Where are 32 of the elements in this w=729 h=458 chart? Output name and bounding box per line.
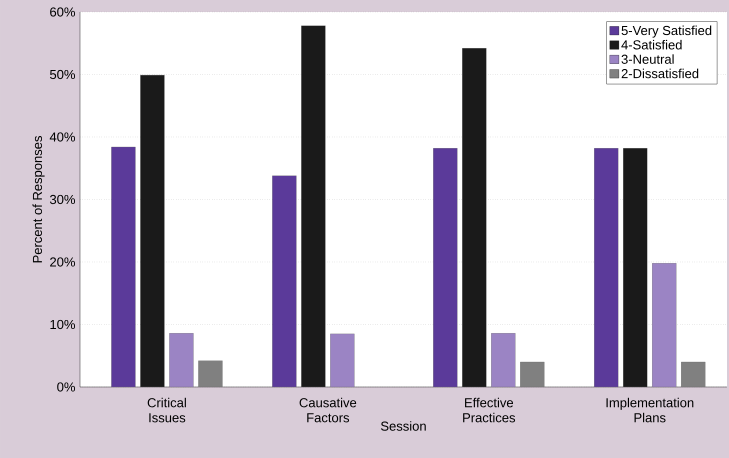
x-tick-label: Causative Factors: [300, 398, 356, 422]
legend-label: 2-Dissatisfied: [622, 68, 698, 78]
legend-label: 5-Very Satisfied: [622, 26, 712, 38]
x-axis-title: Session: [380, 421, 426, 431]
y-axis-title: Percent of Responses: [32, 136, 45, 262]
bar: [594, 148, 618, 387]
bar: [652, 263, 676, 387]
y-tick-label: 50%: [50, 70, 76, 80]
bar: [623, 148, 648, 387]
y-tick-label: 10%: [50, 320, 76, 330]
bar: [491, 333, 516, 387]
x-tick-label: Effective Practices: [463, 398, 516, 422]
bar: [140, 74, 165, 387]
legend-label: 4-Satisfied: [621, 40, 682, 50]
bar: [111, 146, 136, 387]
bar: [272, 176, 297, 387]
y-tick-label: 40%: [50, 132, 76, 142]
bar: [301, 26, 326, 387]
bar: [433, 148, 458, 387]
bar: [520, 362, 544, 387]
bar: [462, 48, 486, 387]
bar: [681, 362, 706, 387]
x-tick-label: Implementation Plans: [606, 398, 694, 422]
y-tick-label: 60%: [50, 7, 76, 17]
bar: [198, 360, 223, 387]
bar: [169, 333, 194, 387]
x-tick-label: Critical Issues: [148, 398, 186, 422]
y-tick-label: 20%: [50, 257, 76, 267]
bar: [330, 334, 355, 387]
y-tick-label: 30%: [50, 194, 76, 204]
y-tick-label: 0%: [57, 382, 76, 392]
legend-label: 3-Neutral: [622, 54, 674, 64]
